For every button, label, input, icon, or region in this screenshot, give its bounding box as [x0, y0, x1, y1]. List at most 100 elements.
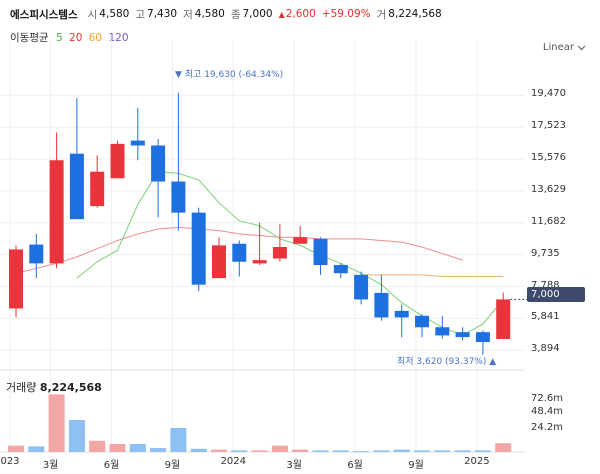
candle-body	[49, 160, 64, 264]
volume-bar	[8, 445, 24, 452]
volume-bar	[190, 448, 207, 452]
ma20-line	[15, 226, 463, 274]
volume-title: 거래량 8,224,568	[6, 379, 102, 395]
time-tick-label: 3월	[286, 460, 302, 471]
candle-body	[130, 140, 145, 146]
volume-bar	[129, 444, 146, 452]
scale-dropdown[interactable]: Linear	[543, 42, 586, 53]
ma-60-label: 60	[88, 32, 103, 44]
time-tick-label: 6월	[347, 460, 363, 471]
change-percent: +59.09%	[321, 8, 371, 20]
volume-bar	[393, 449, 410, 452]
volume-bar	[454, 450, 471, 452]
volume-label: 거	[376, 8, 387, 21]
stock-name: 에스피시스템스	[10, 8, 78, 21]
high-label: 고	[135, 8, 146, 21]
change-value: 2,600	[285, 8, 316, 20]
price-tick-label: 13,629	[531, 183, 566, 195]
candle-body	[415, 315, 429, 328]
price-tick-label: 17,523	[531, 120, 566, 132]
candle-body	[333, 265, 348, 274]
candle-body	[475, 332, 490, 342]
open-value: 4,580	[99, 8, 130, 20]
time-tick-label: 2024	[220, 456, 247, 467]
candle-body	[394, 310, 409, 318]
volume-bar	[150, 448, 167, 452]
price-tick-label: 11,682	[531, 215, 566, 227]
candle-body	[374, 292, 389, 318]
price-tick-label: 19,470	[531, 88, 566, 100]
candle-body	[69, 153, 84, 220]
volume-bar	[89, 440, 106, 452]
max-price-marker: ▼ 최고 19,630 (-64.34%)	[175, 70, 284, 80]
close-value: 7,000	[242, 8, 273, 20]
price-tick-label: 15,576	[531, 151, 566, 163]
candle-body	[252, 260, 267, 264]
volume-bar	[353, 451, 370, 453]
volume-title-value: 8,224,568	[39, 381, 102, 394]
candle-body	[191, 212, 206, 285]
price-tick-label: 9,735	[531, 247, 560, 259]
scale-label: Linear	[542, 42, 574, 53]
price-tick-label: 5,841	[531, 311, 560, 323]
high-value: 7,430	[147, 8, 178, 20]
volume-value: 8,224,568	[388, 8, 442, 20]
volume-bar	[109, 444, 126, 452]
volume-tick-label: 72.6m	[531, 393, 564, 404]
candle-body	[212, 245, 226, 279]
ma-120-label: 120	[108, 32, 129, 44]
candle-body	[29, 244, 44, 264]
price-tick-label: 7,788	[531, 279, 560, 291]
volume-tick-label: 24.2m	[531, 422, 564, 433]
volume-bar	[373, 450, 390, 452]
moving-average-legend[interactable]: 이동평균 5 20 60 120	[10, 30, 132, 45]
candle-body	[232, 243, 247, 262]
candle-body	[435, 327, 450, 336]
volume-bar	[170, 428, 187, 452]
stock-summary-header: 에스피시스템스 시 4,580 고 7,430 저 4,580 종 7,000 …	[10, 6, 448, 22]
volume-bar	[434, 450, 451, 452]
volume-bar	[28, 446, 45, 452]
ma5-line	[76, 171, 504, 336]
candle-body	[455, 332, 470, 338]
candle-body	[293, 237, 308, 244]
candle-body	[354, 274, 369, 300]
volume-bar	[251, 450, 268, 452]
volume-bar	[48, 394, 65, 452]
ma-5-label: 5	[55, 32, 63, 44]
volume-title-label: 거래량	[6, 381, 37, 394]
candle-body	[496, 299, 511, 340]
volume-bar	[332, 450, 349, 452]
volume-bar	[231, 450, 248, 452]
candle-body	[90, 171, 105, 207]
volume-tick-label: 48.4m	[531, 406, 564, 417]
volume-bar	[414, 450, 430, 452]
time-tick-label: 9월	[164, 460, 181, 471]
volume-bar	[292, 449, 309, 452]
low-value: 4,580	[194, 8, 225, 20]
time-tick-label: 3월	[42, 460, 59, 471]
time-tick-label: 2025	[464, 456, 490, 467]
candle-body	[9, 249, 23, 309]
time-tick-label: 6월	[103, 460, 120, 471]
low-label: 저	[183, 8, 193, 21]
time-tick-label: 023	[0, 456, 20, 467]
ma-20-label: 20	[69, 32, 83, 44]
time-tick-label: 9월	[408, 460, 424, 471]
min-price-marker: 최저 3,620 (93.37%) ▲	[397, 357, 497, 367]
volume-bar	[211, 449, 227, 452]
candle-body	[151, 145, 166, 182]
chevron-down-icon	[577, 45, 586, 51]
price-tick-label: 3,894	[531, 343, 560, 355]
change-arrow-icon: ▲	[278, 9, 285, 19]
ma60-line	[361, 274, 504, 277]
volume-bar	[312, 450, 329, 452]
candle-body	[171, 181, 186, 213]
volume-bar	[68, 420, 85, 452]
current-price-tag: 7,000	[527, 287, 585, 302]
close-label: 종	[230, 8, 241, 21]
candle-body	[272, 247, 287, 259]
volume-bar	[495, 443, 512, 452]
open-label: 시	[87, 8, 98, 21]
